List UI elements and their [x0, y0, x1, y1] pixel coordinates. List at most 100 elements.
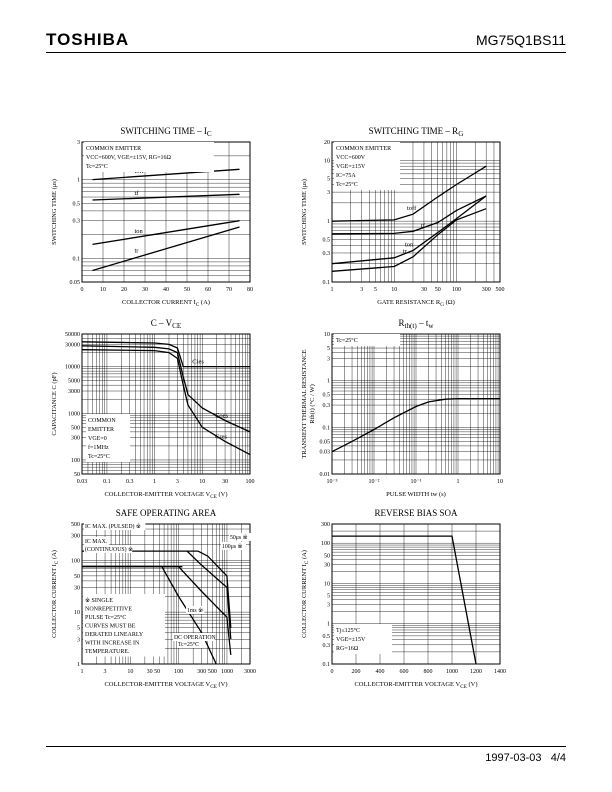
y-tick-label: 30000: [65, 342, 80, 348]
series-label: ton: [405, 241, 414, 248]
series-line-tr: [331, 208, 487, 272]
plot-frame: [331, 523, 501, 665]
header-rule: [46, 52, 566, 53]
y-tick-label: 3: [327, 190, 330, 196]
x-tick-label: 100: [174, 669, 183, 675]
annotation-bg: [84, 522, 146, 530]
y-tick-label: 0.05: [70, 280, 81, 286]
x-tick-label: 10: [199, 479, 205, 485]
series-line-1ms: [178, 566, 232, 655]
y-tick-label: 10: [74, 610, 80, 616]
note-line: DERATED LINEARLY: [85, 632, 144, 638]
plot-frame: [81, 333, 251, 475]
series-label: Coes: [215, 413, 228, 420]
x-tick-label: 1: [457, 479, 460, 485]
x-tick-label: 300: [482, 287, 491, 293]
note-line: PULSE Tc=25°C: [85, 614, 126, 621]
y-tick-label: 1: [77, 178, 80, 184]
series-label: ton: [135, 228, 144, 235]
note-line: NONREPETITIVE: [85, 607, 132, 613]
y-tick-label: 1: [327, 622, 330, 628]
x-tick-label: 400: [376, 669, 385, 675]
x-tick-label: 10⁻³: [327, 479, 338, 485]
note-line: COMMON: [88, 418, 116, 424]
x-tick-label: 300: [197, 669, 206, 675]
y-tick-label: 0.1: [323, 280, 331, 286]
y-tick-label: 300: [321, 522, 330, 528]
y-axis-label: COLLECTOR CURRENT IC (A): [301, 550, 310, 638]
chart-title: REVERSE BIAS SOA: [374, 508, 458, 518]
note-line: VCC=600V, VGE=±15V, RG=16Ω: [86, 155, 171, 161]
x-tick-label: 50: [184, 287, 190, 293]
x-axis-label: GATE RESISTANCE RG (Ω): [377, 299, 455, 308]
series-line-rbsoa: [332, 535, 477, 665]
chart-title: C – VCE: [151, 318, 182, 330]
series-line-tf: [92, 193, 240, 201]
series-label: Cres: [215, 433, 227, 440]
chart-switching-time-rg: SWITCHING TIME – RG 1 3 5 10 30 50 100 300 500 0.1…: [301, 126, 505, 308]
notes-box: [334, 334, 400, 346]
y-tick-label: 100: [71, 458, 80, 464]
x-axis-label: COLLECTOR-EMITTER VOLTAGE VCE (V): [354, 681, 477, 690]
x-tick-label: 1: [331, 287, 334, 293]
plot-frame: [81, 523, 251, 665]
x-tick-label: 0: [331, 669, 334, 675]
y-tick-label: 50000: [65, 332, 80, 338]
series-line-rth: [331, 398, 500, 453]
series-line-toff: [92, 168, 240, 181]
x-tick-label: 10: [127, 669, 133, 675]
note-line: EMITTER: [88, 427, 114, 433]
series-line-tf: [331, 195, 487, 235]
x-tick-label: 50: [435, 287, 441, 293]
y-tick-label: 5: [77, 626, 80, 632]
x-tick-label: 1: [153, 479, 156, 485]
note-line: Tc=25°C: [336, 181, 358, 188]
annotation: 1ms ※: [187, 607, 203, 614]
y-tick-label: 1000: [68, 411, 80, 417]
x-tick-label: 3: [360, 287, 363, 293]
y-axis-label: COLLECTOR CURRENT IC (A): [51, 550, 60, 638]
plot-frame: [331, 141, 501, 283]
y-tick-label: 300: [71, 436, 80, 442]
annotation: Tc=25°C: [178, 641, 199, 648]
x-tick-label: 80: [247, 287, 253, 293]
note-line: VCC=600V: [336, 155, 366, 161]
y-tick-label: 20: [324, 140, 330, 146]
plot-frame: [331, 333, 501, 475]
x-tick-label: 10: [391, 287, 397, 293]
x-tick-label: 3000: [244, 669, 256, 675]
note-line: COMMON EMITTER: [86, 146, 141, 152]
series-label: toff: [407, 205, 417, 212]
annotation: IC MAX. (PULSED) ※: [85, 523, 141, 530]
x-tick-label: 0.03: [77, 479, 88, 485]
y-tick-label: 0.3: [323, 403, 331, 409]
chart-reverse-bias-soa: REVERSE BIAS SOA 0 200 400 600 800 1000 1200 140…: [301, 508, 506, 690]
x-tick-label: 500: [496, 287, 505, 293]
series-label: Cies: [192, 359, 204, 366]
series-line-dc-operation: [161, 566, 217, 665]
x-tick-label: 0.1: [103, 479, 111, 485]
annotation: DC OPERATION: [174, 635, 217, 641]
footer-rule: [46, 746, 566, 747]
y-axis-label-2: Rth(t) (°C / W): [309, 384, 316, 424]
x-tick-label: 30: [142, 287, 148, 293]
y-tick-label: 0.3: [323, 251, 331, 257]
chart-thermal-resistance: Rth(t) – tw 10⁻³ 10⁻² 10⁻¹ 1 10 0.01 0.03 0.05 0.…: [301, 318, 503, 498]
y-axis-label: TRANSIENT THERMAL RESISTANCE: [301, 349, 308, 458]
note-line: CURVES MUST BE: [85, 624, 136, 630]
y-tick-label: 30: [74, 585, 80, 591]
y-tick-label: 500: [71, 425, 80, 431]
y-tick-label: 100: [71, 558, 80, 564]
y-tick-label: 1: [327, 219, 330, 225]
grid: [331, 333, 501, 475]
annotation-bg: [221, 542, 247, 550]
y-tick-label: 1: [77, 662, 80, 668]
x-tick-label: 200: [352, 669, 361, 675]
x-tick-label: 1200: [470, 669, 482, 675]
series-label: tf: [135, 190, 140, 197]
y-tick-label: 0.05: [320, 439, 331, 445]
x-tick-label: 70: [226, 287, 232, 293]
series-line-ton: [331, 195, 487, 265]
y-tick-label: 0.3: [73, 219, 81, 225]
